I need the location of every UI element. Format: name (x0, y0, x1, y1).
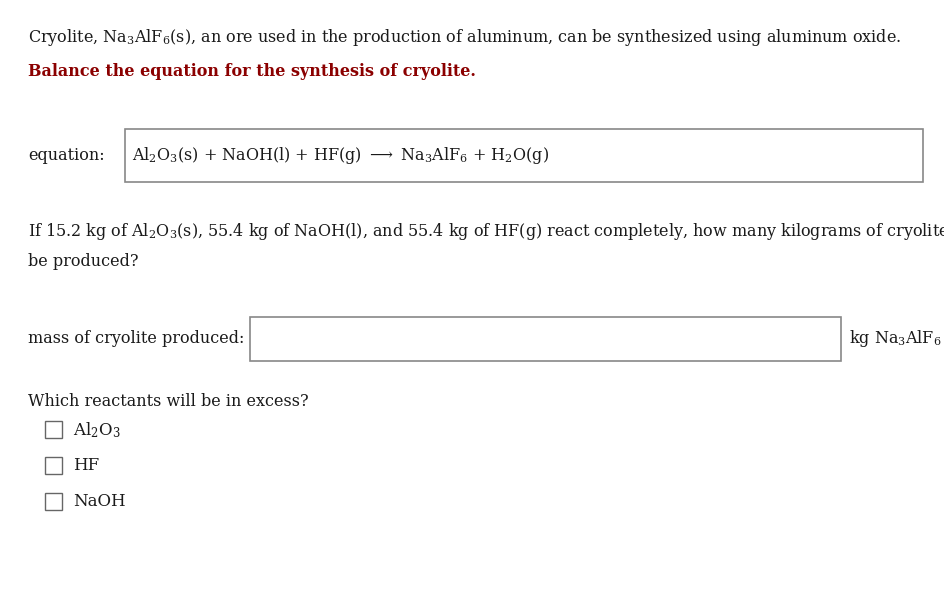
Text: Balance the equation for the synthesis of cryolite.: Balance the equation for the synthesis o… (28, 63, 476, 80)
Text: mass of cryolite produced:: mass of cryolite produced: (28, 330, 244, 347)
FancyBboxPatch shape (125, 129, 922, 182)
Text: be produced?: be produced? (28, 253, 139, 271)
FancyBboxPatch shape (45, 493, 62, 510)
FancyBboxPatch shape (45, 457, 62, 474)
Text: HF: HF (74, 457, 99, 474)
Text: Al$_2$O$_3$: Al$_2$O$_3$ (74, 420, 121, 440)
Text: equation:: equation: (28, 147, 105, 164)
Text: Al$_2$O$_3$(s) + NaOH(l) + HF(g) $\longrightarrow$ Na$_3$AlF$_6$ + H$_2$O(g): Al$_2$O$_3$(s) + NaOH(l) + HF(g) $\longr… (132, 145, 548, 166)
Text: NaOH: NaOH (74, 493, 126, 510)
Text: If 15.2 kg of Al$_2$O$_3$(s), 55.4 kg of NaOH(l), and 55.4 kg of HF(g) react com: If 15.2 kg of Al$_2$O$_3$(s), 55.4 kg of… (28, 221, 944, 241)
Text: Cryolite, Na$_3$AlF$_6$(s), an ore used in the production of aluminum, can be sy: Cryolite, Na$_3$AlF$_6$(s), an ore used … (28, 27, 901, 48)
FancyBboxPatch shape (45, 421, 62, 438)
FancyBboxPatch shape (250, 317, 840, 361)
Text: kg Na$_3$AlF$_6$: kg Na$_3$AlF$_6$ (848, 328, 940, 349)
Text: Which reactants will be in excess?: Which reactants will be in excess? (28, 393, 309, 411)
